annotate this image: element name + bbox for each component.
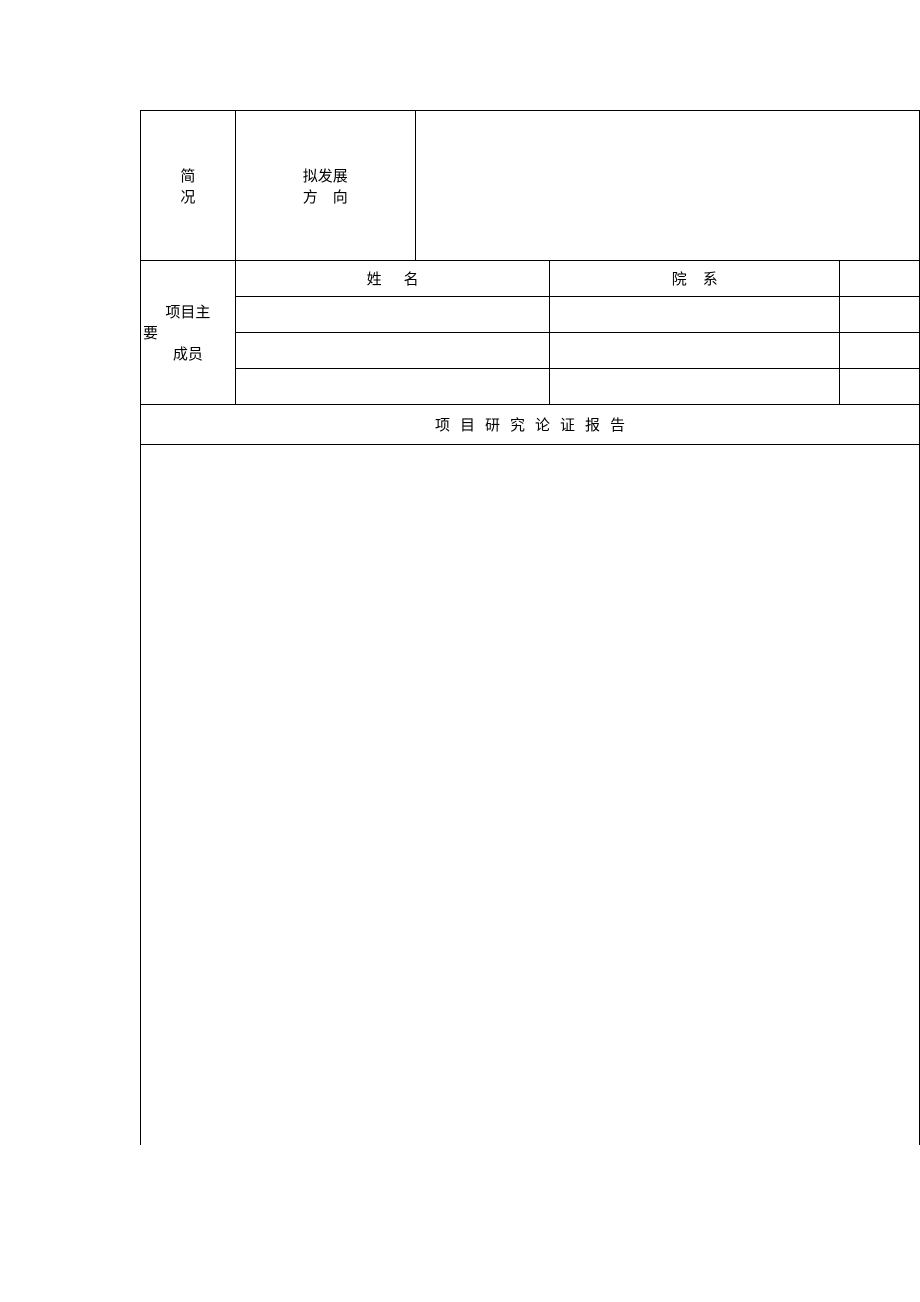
dev-label-2: 方 向 — [303, 186, 348, 207]
member-1-name — [235, 297, 550, 333]
brief-label-cell: 简 况 — [141, 111, 236, 261]
member-3-name — [235, 369, 550, 405]
members-label-cell: 项目主 要 成员 — [141, 261, 236, 405]
brief-row: 简 况 拟发展 方 向 — [141, 111, 920, 261]
member-3-dept — [550, 369, 840, 405]
members-label-3: 成员 — [141, 343, 235, 364]
members-label-1: 项目主 — [141, 301, 235, 322]
development-label-cell: 拟发展 方 向 — [235, 111, 415, 261]
report-body-row — [141, 445, 920, 1145]
report-title-text: 项目研究论证报告 — [425, 418, 635, 434]
member-1-dept — [550, 297, 840, 333]
member-2-extra — [840, 333, 920, 369]
member-row-3 — [141, 369, 920, 405]
member-1-extra — [840, 297, 920, 333]
member-row-2 — [141, 333, 920, 369]
report-body-cell — [141, 445, 920, 1145]
brief-label-2: 况 — [180, 186, 195, 207]
members-col-extra — [840, 261, 920, 297]
development-value-cell — [415, 111, 919, 261]
dev-label-1: 拟发展 — [303, 165, 348, 186]
members-col-dept: 院系 — [550, 261, 840, 297]
report-title-cell: 项目研究论证报告 — [141, 405, 920, 445]
member-row-1 — [141, 297, 920, 333]
members-header-row: 项目主 要 成员 姓名 院系 — [141, 261, 920, 297]
members-label-2: 要 — [141, 322, 235, 343]
member-2-dept — [550, 333, 840, 369]
brief-label-1: 简 — [180, 165, 195, 186]
member-3-extra — [840, 369, 920, 405]
members-col-dept-text: 院系 — [656, 272, 734, 288]
members-col-name: 姓名 — [235, 261, 550, 297]
members-col-name-text: 姓名 — [345, 272, 441, 288]
page: 简 况 拟发展 方 向 项目主 要 成员 姓 — [0, 0, 920, 1302]
form-table: 简 况 拟发展 方 向 项目主 要 成员 姓 — [140, 110, 920, 1145]
report-title-row: 项目研究论证报告 — [141, 405, 920, 445]
member-2-name — [235, 333, 550, 369]
